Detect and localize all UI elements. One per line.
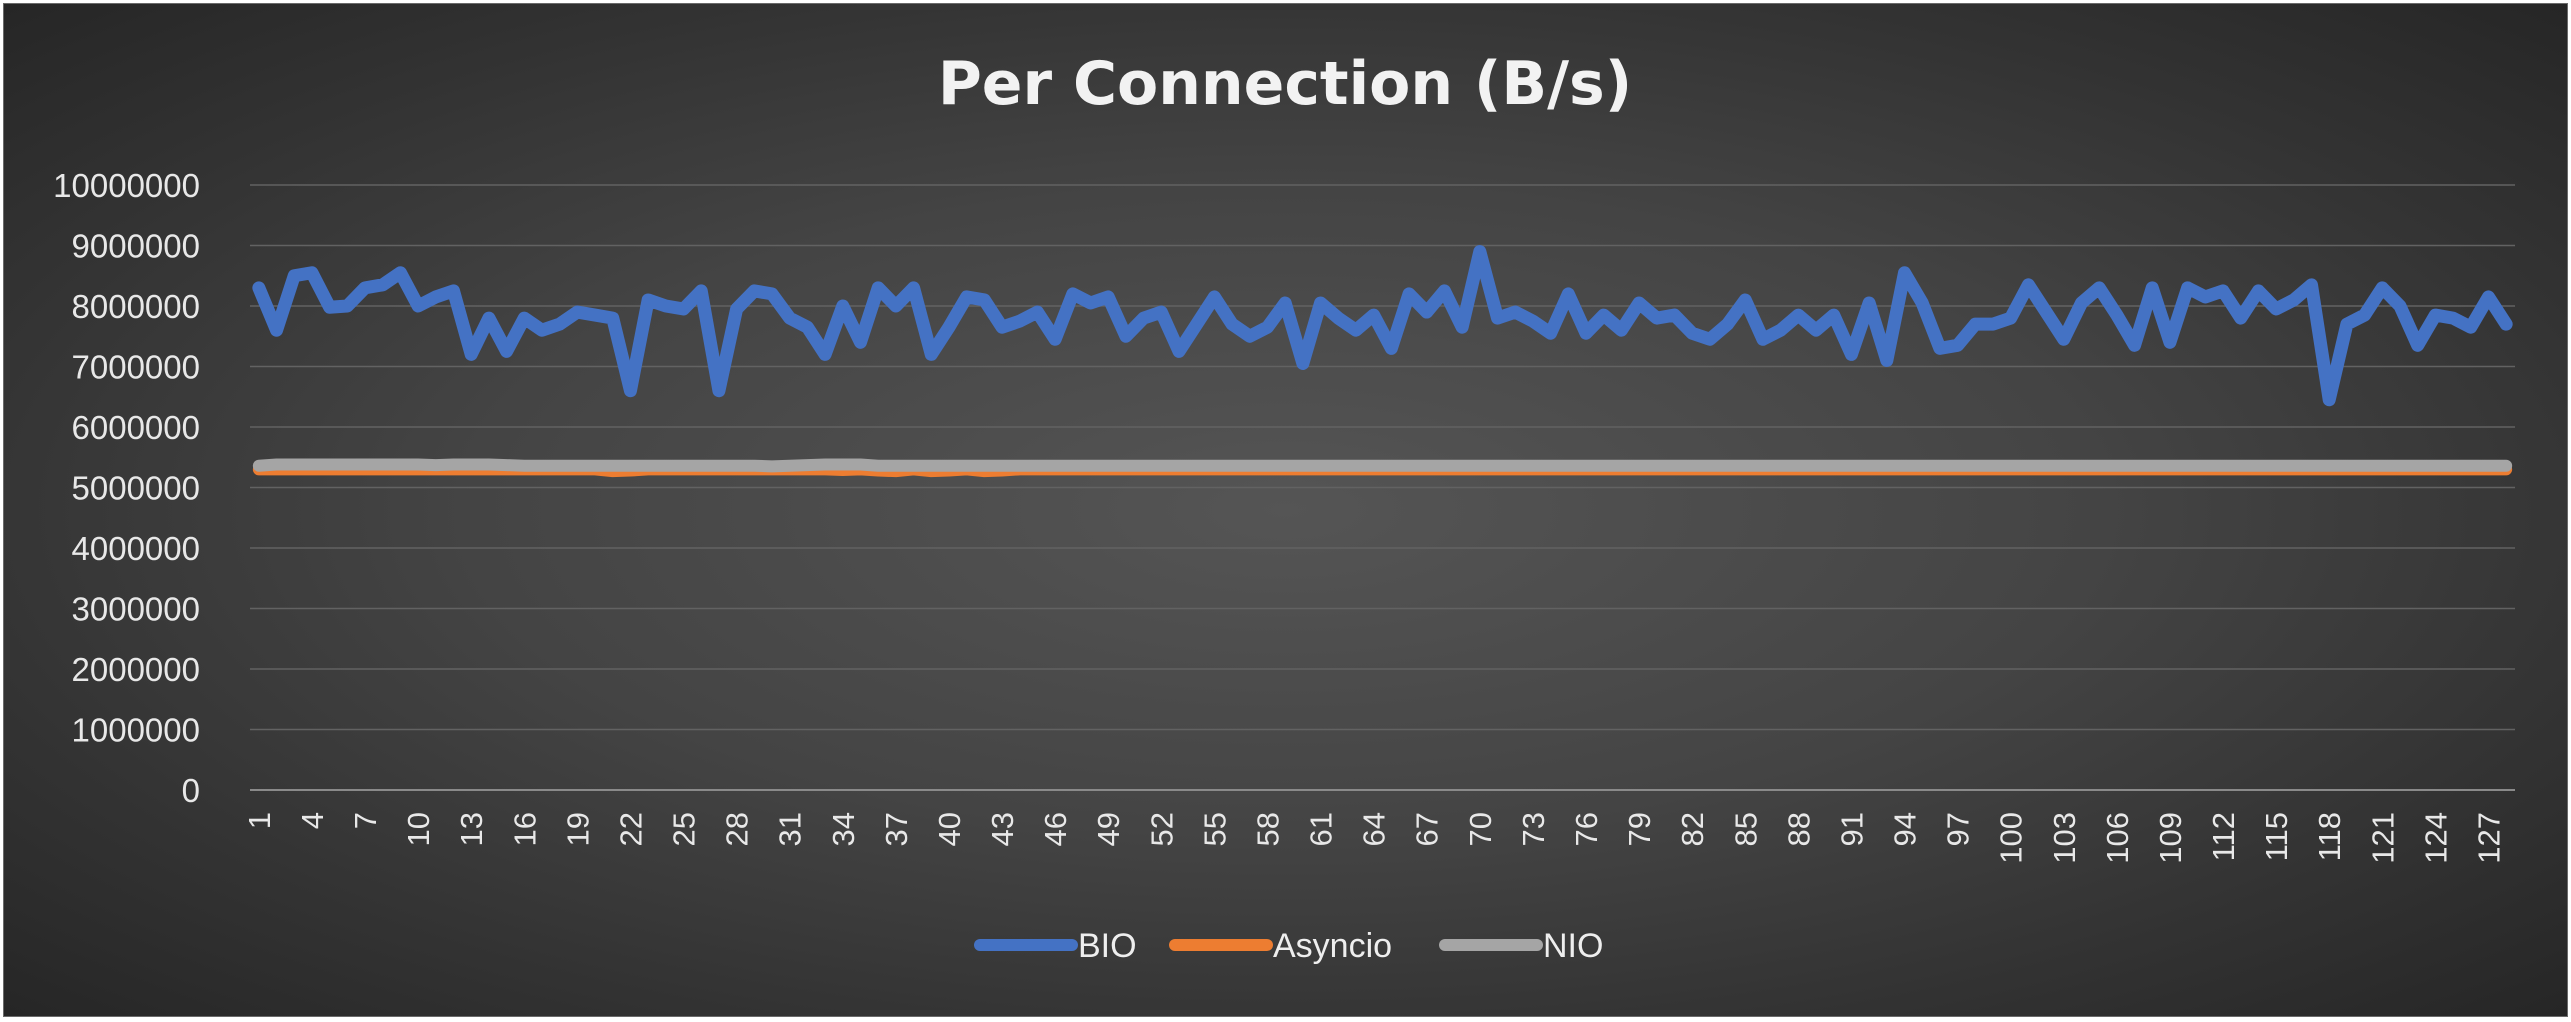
x-tick-label: 94 <box>1888 812 1923 846</box>
x-tick-label: 28 <box>720 812 755 846</box>
legend-label-bio: BIO <box>1078 927 1137 965</box>
x-tick-label: 49 <box>1091 812 1126 846</box>
x-tick-label: 124 <box>2418 812 2453 864</box>
legend-label-asyncio: Asyncio <box>1273 927 1392 965</box>
x-tick-label: 19 <box>560 812 595 846</box>
x-tick-label: 73 <box>1516 812 1551 846</box>
x-tick-label: 97 <box>1941 812 1976 846</box>
x-tick-label: 40 <box>932 812 967 846</box>
x-tick-label: 22 <box>613 812 648 846</box>
x-tick-label: 121 <box>2365 812 2400 864</box>
y-tick-label: 3000000 <box>72 591 200 628</box>
x-tick-label: 106 <box>2100 812 2135 864</box>
x-tick-label: 79 <box>1622 812 1657 846</box>
x-tick-label: 115 <box>2259 812 2294 861</box>
y-axis: 0 1000000 2000000 3000000 4000000 5000000 6000… <box>53 167 200 809</box>
x-tick-label: 76 <box>1569 812 1604 846</box>
y-tick-label: 2000000 <box>72 651 200 688</box>
series-layer <box>252 245 2513 478</box>
x-tick-label: 91 <box>1834 812 1869 846</box>
x-tick-label: 16 <box>507 812 542 846</box>
x-tick-label: 127 <box>2471 812 2506 864</box>
y-tick-label: 10000000 <box>53 167 200 204</box>
x-tick-label: 25 <box>667 812 702 846</box>
y-tick-label: 9000000 <box>72 228 200 265</box>
y-tick-label: 8000000 <box>72 288 200 325</box>
x-tick-label: 43 <box>985 812 1020 846</box>
x-tick-label: 100 <box>1994 812 2029 864</box>
x-tick-label: 37 <box>879 812 914 846</box>
x-tick-label: 109 <box>2153 812 2188 864</box>
x-tick-label: 67 <box>1410 812 1445 846</box>
x-axis: 1 4 7 10 13 16 19 22 25 28 31 34 37 40 43 46 49 52 55 58 61 6… <box>242 812 2507 864</box>
x-tick-label: 7 <box>348 812 383 829</box>
x-tick-label: 70 <box>1463 812 1498 846</box>
legend-label-nio: NIO <box>1543 927 1603 965</box>
x-tick-label: 1 <box>242 812 277 829</box>
x-tick-label: 85 <box>1728 812 1763 846</box>
x-tick-label: 13 <box>454 812 489 846</box>
series-line-bio <box>252 245 2513 407</box>
x-tick-label: 4 <box>295 812 330 829</box>
x-tick-label: 82 <box>1675 812 1710 846</box>
y-tick-label: 1000000 <box>72 712 200 749</box>
x-tick-label: 10 <box>401 812 436 846</box>
x-tick-label: 64 <box>1357 812 1392 846</box>
y-tick-label: 7000000 <box>72 349 200 386</box>
gridlines <box>250 184 2515 791</box>
y-tick-label: 5000000 <box>72 470 200 507</box>
y-tick-label: 6000000 <box>72 409 200 446</box>
x-tick-label: 88 <box>1781 812 1816 846</box>
x-tick-label: 52 <box>1144 812 1179 846</box>
x-tick-label: 112 <box>2206 812 2241 861</box>
x-tick-label: 46 <box>1038 812 1073 846</box>
x-tick-label: 55 <box>1197 812 1232 846</box>
y-tick-label: 4000000 <box>72 530 200 567</box>
legend: BIO Asyncio NIO <box>974 927 1603 965</box>
x-tick-label: 118 <box>2312 812 2347 861</box>
chart-area <box>3 3 2568 1017</box>
x-tick-label: 58 <box>1250 812 1285 846</box>
x-tick-label: 31 <box>773 812 808 846</box>
y-tick-label: 0 <box>182 772 200 809</box>
x-tick-label: 61 <box>1304 812 1339 846</box>
series-line-nio <box>252 458 2513 473</box>
x-tick-label: 34 <box>826 812 861 846</box>
x-tick-label: 103 <box>2047 812 2082 864</box>
chart-title: Per Connection (B/s) <box>938 49 1632 119</box>
